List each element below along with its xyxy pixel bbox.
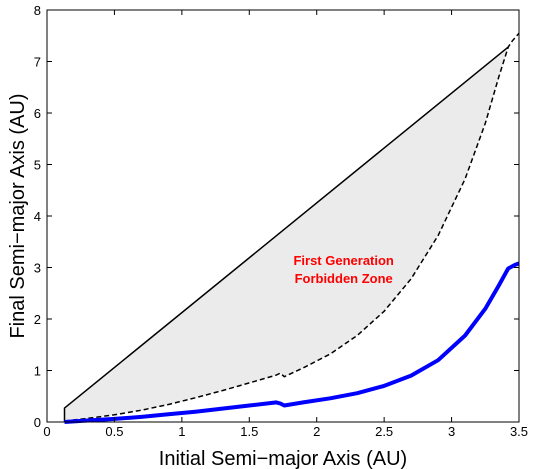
blue-series-line	[64, 261, 520, 424]
x-tick-label: 0.5	[105, 424, 123, 439]
y-tick-label: 3	[34, 261, 41, 276]
y-axis-label: Final Semi−major Axis (AU)	[7, 93, 29, 338]
axis-ticks: 0 0.5 1 1.5 2 2.5 3 3.5 0 1 2 3 4 5 6 7 8	[34, 3, 528, 439]
x-tick-label: 0	[43, 424, 50, 439]
y-tick-label: 5	[34, 158, 41, 173]
y-tick-label: 1	[34, 364, 41, 379]
y-tick-label: 7	[34, 55, 41, 70]
y-tick-label: 4	[34, 209, 41, 224]
x-tick-label: 1.5	[240, 424, 258, 439]
plot-content	[63, 32, 520, 424]
annotation-line-1: First Generation	[293, 253, 393, 268]
y-tick-label: 8	[34, 3, 41, 18]
dashed-boundary-line	[64, 32, 520, 422]
y-tick-label: 0	[34, 415, 41, 430]
x-tick-label: 2	[313, 424, 320, 439]
y-tick-label: 6	[34, 106, 41, 121]
x-tick-label: 1	[178, 424, 185, 439]
upper-boundary-line	[63, 46, 509, 422]
x-axis-label: Initial Semi−major Axis (AU)	[159, 448, 407, 469]
x-tick-label: 3.5	[510, 424, 528, 439]
x-tick-label: 2.5	[375, 424, 393, 439]
annotation-line-2: Forbidden Zone	[295, 271, 393, 286]
forbidden-zone-fill	[64, 47, 509, 421]
y-tick-label: 2	[34, 312, 41, 327]
x-tick-label: 3	[448, 424, 455, 439]
